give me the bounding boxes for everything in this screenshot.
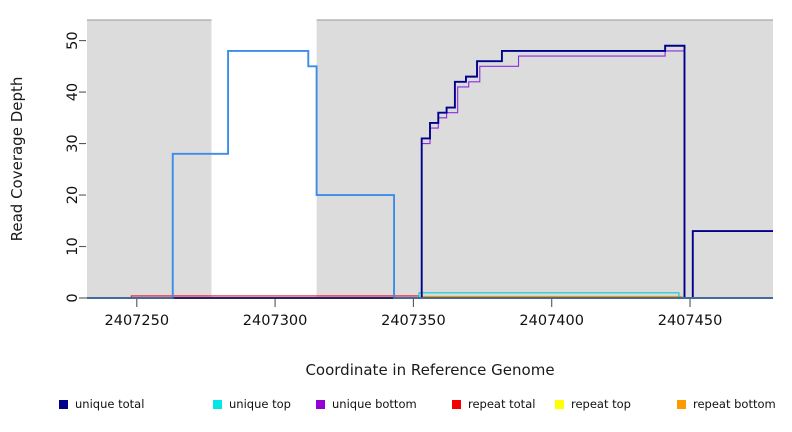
series-line-unique-total xyxy=(87,44,773,299)
x-tick-label: 2407250 xyxy=(105,313,170,329)
legend-label-repeat-total: repeat total xyxy=(468,397,535,411)
legend-label-unique-total: unique total xyxy=(75,397,144,411)
y-axis-title: Read Coverage Depth xyxy=(8,77,26,242)
legend-entry-unique-top[interactable]: unique top xyxy=(213,397,291,411)
y-tick-label: 10 xyxy=(65,237,81,255)
x-tick-label: 2407450 xyxy=(658,313,723,329)
legend-entry-repeat-top[interactable]: repeat top xyxy=(555,397,631,411)
y-tick-label: 0 xyxy=(65,293,81,302)
legend-entry-unique-bottom[interactable]: unique bottom xyxy=(316,397,417,411)
series-line-baseline-blue-left xyxy=(87,49,773,299)
legend-swatch-repeat-total xyxy=(452,400,461,409)
y-tick-label: 30 xyxy=(65,134,81,152)
y-tick-label: 40 xyxy=(65,83,81,101)
legend-swatch-repeat-bottom xyxy=(677,400,686,409)
legend-label-repeat-top: repeat top xyxy=(571,397,631,411)
y-tick-label: 50 xyxy=(65,31,81,49)
legend-entry-repeat-total[interactable]: repeat total xyxy=(452,397,535,411)
legend-entry-unique-total[interactable]: unique total xyxy=(59,397,144,411)
legend-swatch-unique-total xyxy=(59,400,68,409)
plot-shaded-region xyxy=(87,20,212,298)
x-tick-label: 2407350 xyxy=(381,313,446,329)
legend-swatch-unique-top xyxy=(213,400,222,409)
legend-swatch-unique-bottom xyxy=(316,400,325,409)
legend-label-unique-top: unique top xyxy=(229,397,291,411)
x-axis-title: Coordinate in Reference Genome xyxy=(305,361,554,379)
legend-label-repeat-bottom: repeat bottom xyxy=(693,397,776,411)
x-tick-label: 2407300 xyxy=(243,313,308,329)
y-tick-label: 20 xyxy=(65,186,81,204)
legend-swatch-repeat-top xyxy=(555,400,564,409)
plot-shaded-region xyxy=(316,20,773,298)
legend-entry-repeat-bottom[interactable]: repeat bottom xyxy=(677,397,776,411)
legend-label-unique-bottom: unique bottom xyxy=(332,397,417,411)
x-tick-label: 2407400 xyxy=(519,313,584,329)
